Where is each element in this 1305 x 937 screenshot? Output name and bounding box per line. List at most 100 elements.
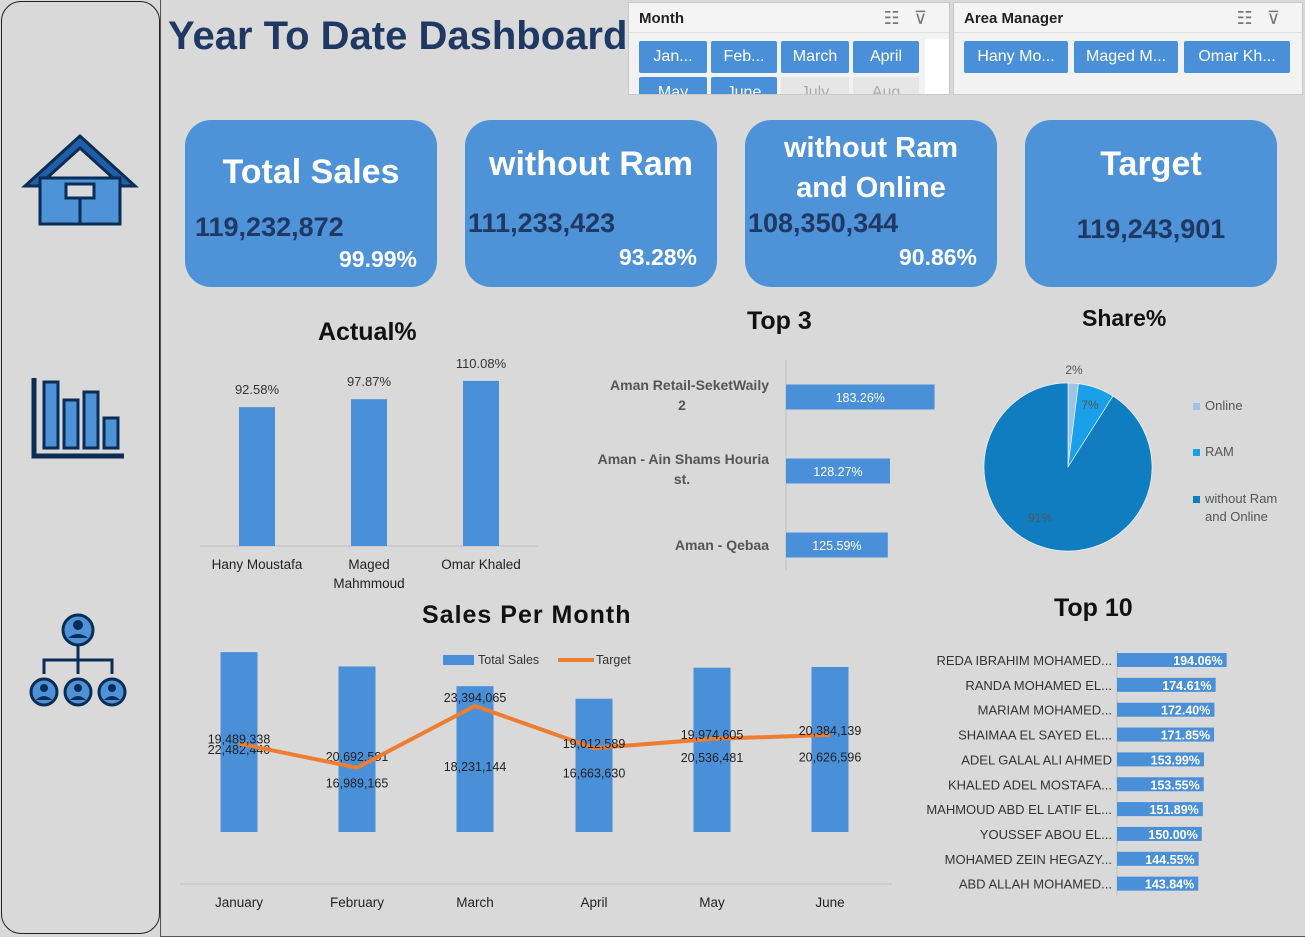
kpi-percentage: 90.86%: [898, 244, 977, 270]
area-manager-slicer-title: Area Manager: [964, 10, 1064, 27]
org-chart-icon[interactable]: [20, 608, 140, 718]
slice-label: 7%: [1081, 398, 1099, 412]
category-label: 2: [678, 397, 686, 413]
target-line: [238, 703, 831, 770]
multi-select-icon[interactable]: ☷: [1236, 8, 1267, 28]
month-chip[interactable]: April: [853, 41, 919, 73]
bar: [220, 652, 258, 832]
month-chip[interactable]: Jan...: [639, 41, 707, 73]
area-manager-slicer: Area Manager ☷⊽ Hany Mo... Maged M... Omar…: [953, 2, 1303, 95]
legend-swatch: [443, 655, 474, 665]
data-label: 20,536,481: [681, 751, 744, 765]
category-label: st.: [674, 471, 690, 487]
category-label: Omar Khaled: [441, 557, 521, 572]
data-label: 151.89%: [1149, 803, 1198, 817]
data-label: 97.87%: [347, 374, 392, 389]
data-label: 23,394,065: [444, 691, 507, 705]
data-label: 92.58%: [235, 382, 280, 397]
data-label: 20,384,139: [799, 724, 862, 738]
kpi-value: 108,350,344: [748, 208, 899, 238]
kpi-card: Total Sales 119,232,872 99.99%: [185, 120, 437, 287]
multi-select-icon[interactable]: ☷: [883, 8, 914, 28]
sales-per-month-chart: Total Sales Target22,482,440January20,692…: [180, 652, 892, 910]
category-label: MAHMOUD ABD EL LATIF EL...: [926, 802, 1112, 817]
month-chip[interactable]: Feb...: [711, 41, 777, 73]
bar: [1117, 802, 1203, 817]
sidebar: [1, 1, 160, 934]
legend-swatch: [1193, 449, 1200, 456]
data-label: 110.08%: [456, 356, 507, 371]
month-chip[interactable]: March: [781, 41, 849, 73]
category-label: Maged: [348, 557, 389, 572]
actual-bar-chart: 92.58% Hany Moustafa 97.87% Maged Mahmmoud 11…: [200, 356, 538, 591]
page-title: Year To Date Dashboard: [168, 14, 628, 58]
slicer-scrollbar[interactable]: [925, 39, 949, 94]
data-label: 174.61%: [1162, 679, 1211, 693]
category-label: ADEL GALAL ALI AHMED: [961, 752, 1112, 767]
month-chip[interactable]: June: [711, 77, 777, 94]
bar: [786, 532, 888, 558]
kpi-title: Total Sales: [222, 153, 400, 191]
slice-label: 2%: [1065, 363, 1083, 377]
data-label: 150.00%: [1148, 828, 1197, 842]
kpi-card: without Ram and Online 108,350,344 90.86%: [745, 120, 997, 287]
kpi-title: without Ram: [784, 132, 958, 164]
category-label: Aman Retail-SeketWaily: [610, 377, 769, 393]
bar: [1117, 777, 1204, 792]
data-label: 19,489,338: [208, 733, 271, 747]
data-label: 153.55%: [1150, 778, 1199, 792]
month-chip[interactable]: May: [639, 77, 707, 94]
legend-label: without Ram: [1204, 491, 1277, 506]
kpi-value: 111,233,423: [468, 208, 616, 238]
bar: [1117, 752, 1205, 767]
data-label: 19,012,589: [563, 737, 626, 751]
kpi-card: Target 119,243,901: [1025, 120, 1277, 287]
category-label: March: [456, 895, 494, 910]
bar: [1117, 826, 1202, 841]
area-manager-chip[interactable]: Omar Kh...: [1184, 41, 1290, 73]
legend-label: Total Sales: [478, 653, 539, 667]
data-label: 18,231,144: [444, 760, 507, 774]
share-pie-chart: 2% 7% 91% Online RAM without Ram and Online: [983, 363, 1277, 552]
pie-slice: [983, 382, 1153, 552]
data-label: 20,626,596: [799, 750, 862, 764]
month-slicer-title: Month: [639, 10, 684, 27]
kpi-title: and Online: [796, 172, 946, 204]
data-label: 16,989,165: [326, 777, 389, 791]
clear-filter-icon[interactable]: ⊽: [1266, 8, 1294, 28]
data-label: 19,974,605: [681, 728, 744, 742]
category-label: MARIAM MOHAMED...: [978, 703, 1112, 718]
data-label: 16,663,630: [563, 766, 626, 780]
clear-filter-icon[interactable]: ⊽: [913, 8, 941, 28]
bar: [338, 666, 376, 832]
kpi-title: Target: [1100, 145, 1202, 183]
category-label: February: [330, 895, 384, 910]
bar: [1117, 677, 1216, 692]
category-label: Aman - Ain Shams Houria: [598, 451, 770, 467]
legend-label: and Online: [1205, 509, 1268, 524]
area-manager-chip[interactable]: Maged M...: [1074, 41, 1178, 73]
kpi-value: 119,232,872: [195, 212, 344, 242]
sales-per-month-title: Sales Per Month: [422, 601, 632, 629]
data-label: 143.84%: [1145, 878, 1194, 892]
data-label: 183.26%: [836, 391, 885, 405]
actual-chart-title: Actual%: [318, 318, 417, 346]
category-label: RANDA MOHAMED EL...: [965, 678, 1112, 693]
category-label: KHALED ADEL MOSTAFA...: [948, 777, 1112, 792]
top10-chart-title: Top 10: [1054, 594, 1133, 622]
month-chip[interactable]: July: [781, 77, 849, 94]
category-label: June: [815, 895, 844, 910]
legend-swatch: [1193, 496, 1200, 503]
area-manager-chip[interactable]: Hany Mo...: [964, 41, 1068, 73]
home-icon[interactable]: [20, 128, 140, 238]
kpi-percentage: 99.99%: [338, 246, 417, 272]
top3-chart-title: Top 3: [747, 307, 812, 335]
bar: [693, 667, 731, 832]
bar: [1117, 876, 1199, 891]
top10-bar-chart: 194.06% REDA IBRAHIM MOHAMED... 174.61% RAN…: [926, 650, 1227, 896]
data-label: 153.99%: [1151, 753, 1200, 767]
category-label: May: [699, 895, 725, 910]
category-label: SHAIMAA EL SAYED EL...: [958, 728, 1112, 743]
month-chip[interactable]: Aug: [853, 77, 919, 94]
bar-chart-icon[interactable]: [20, 368, 140, 478]
